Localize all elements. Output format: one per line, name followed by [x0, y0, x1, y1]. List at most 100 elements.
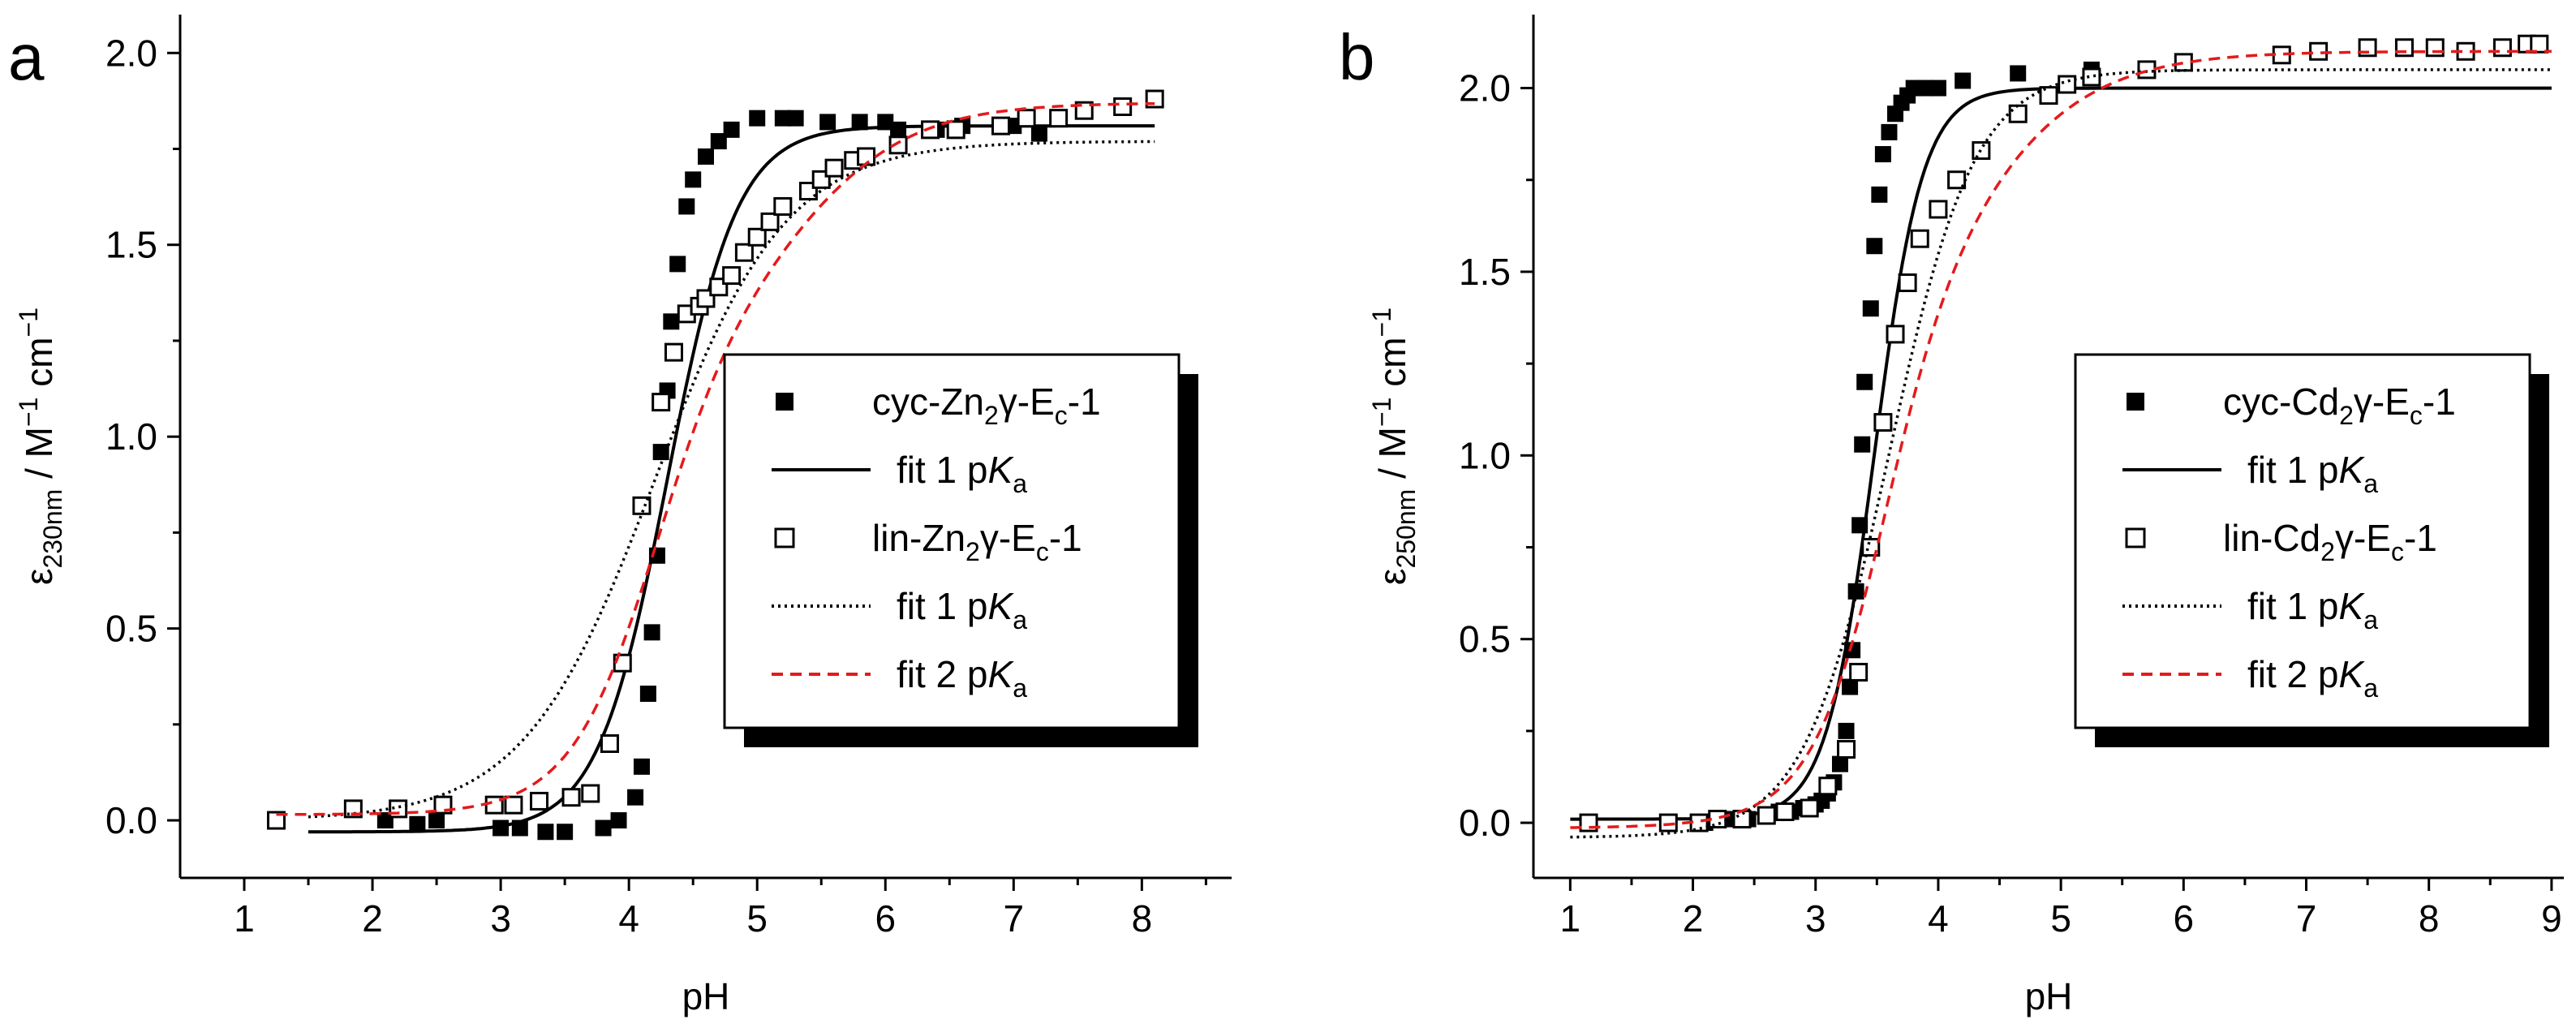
legend-text: -1	[2404, 517, 2437, 559]
data-point-open	[1818, 776, 1838, 796]
legend-subscript: a	[1013, 673, 1027, 703]
legend-italic: K	[988, 449, 1015, 491]
data-point-filled	[710, 133, 727, 150]
legend-text: γ-E	[999, 381, 1055, 423]
data-point-filled	[663, 313, 680, 330]
data-point-filled	[409, 815, 426, 832]
legend-marker	[776, 393, 793, 411]
legend-text: fit 1 p	[2247, 585, 2339, 627]
data-point-open	[747, 227, 767, 247]
data-point-filled	[1856, 373, 1873, 390]
legend-subscript: 2	[2320, 537, 2335, 566]
legend-text: -1	[1049, 517, 1082, 559]
data-point-open	[2137, 60, 2157, 80]
legend-label: fit 1 pKa	[2247, 449, 2378, 498]
legend-box	[723, 353, 1180, 729]
x-tick-label: 5	[2050, 897, 2071, 940]
data-point-open	[2082, 67, 2101, 87]
data-point-filled	[1917, 80, 1934, 97]
y-label-superscript: −1	[1367, 398, 1396, 427]
data-point-filled	[1874, 146, 1891, 163]
data-point-open	[1849, 662, 1869, 682]
legend-label: fit 1 pKa	[897, 449, 1027, 498]
data-point-filled	[749, 110, 766, 127]
x-tick-label: 2	[362, 897, 383, 940]
y-tick-label: 0.0	[1459, 802, 1511, 844]
y-tick-label: 1.5	[1459, 251, 1511, 293]
data-point-open	[267, 811, 286, 830]
y-label-superscript: −1	[14, 308, 43, 337]
legend-italic: K	[2339, 585, 2366, 627]
legend-text: fit 2 p	[2247, 653, 2339, 695]
x-tick-label: 9	[2541, 897, 2562, 940]
data-point-open	[2008, 104, 2028, 123]
data-point-open	[734, 243, 754, 262]
legend-marker	[2125, 527, 2146, 548]
y-tick-label: 1.0	[105, 415, 157, 458]
legend-label: lin-Zn2γ-Ec-1	[872, 517, 1082, 566]
y-tick-label: 0.5	[1459, 618, 1511, 660]
data-point-open	[561, 788, 581, 807]
fit-line-dotted	[307, 140, 1155, 819]
data-point-open	[1757, 806, 1776, 825]
legend-label: fit 1 pKa	[897, 585, 1027, 634]
x-tick-label: 6	[2174, 897, 2195, 940]
data-point-filled	[774, 110, 791, 127]
legend-text: fit 1 p	[897, 449, 988, 491]
legend-italic: K	[2339, 653, 2366, 695]
data-point-open	[1898, 273, 1917, 293]
y-tick-label: 1.0	[1459, 434, 1511, 476]
data-point-open	[652, 393, 671, 412]
data-point-open	[2530, 34, 2549, 54]
fit-line-dashed	[1570, 49, 2552, 829]
data-point-open	[1873, 413, 1893, 432]
x-tick-label: 7	[1004, 897, 1025, 940]
legend-label: cyc-Zn2γ-Ec-1	[872, 381, 1101, 430]
data-point-filled	[1881, 123, 1898, 140]
data-point-filled	[1030, 125, 1047, 142]
data-point-filled	[595, 819, 612, 837]
y-tick-label: 0.0	[105, 799, 157, 841]
data-point-filled	[1831, 755, 1848, 772]
legend-label: cyc-Cd2γ-Ec-1	[2223, 381, 2456, 430]
panel-letter: b	[1339, 21, 1375, 93]
legend-label: fit 1 pKa	[2247, 585, 2378, 634]
data-point-filled	[1929, 80, 1946, 97]
data-point-open	[2394, 38, 2414, 58]
data-point-open	[888, 135, 908, 155]
data-point-filled	[678, 198, 695, 215]
x-tick-label: 8	[1132, 897, 1153, 940]
legend-text: γ-E	[2354, 381, 2410, 423]
y-tick-label: 0.5	[105, 608, 157, 650]
y-label-superscript: −1	[14, 398, 43, 427]
legend-text: fit 1 p	[897, 585, 988, 627]
legend-text: fit 1 p	[2247, 449, 2339, 491]
y-tick-label: 1.5	[105, 224, 157, 266]
x-tick-label: 4	[1928, 897, 1949, 940]
x-tick-label: 1	[1560, 897, 1581, 940]
data-point-filled	[633, 758, 650, 775]
data-point-filled	[639, 686, 656, 703]
legend-subscript: 2	[2339, 401, 2354, 430]
legend-subscript: 2	[984, 401, 999, 430]
x-tick-label: 4	[618, 897, 639, 940]
data-point-open	[2058, 75, 2077, 94]
legend-subscript: a	[2363, 469, 2378, 498]
y-label-unit: cm	[18, 337, 60, 397]
data-point-open	[1017, 109, 1036, 128]
data-point-filled	[1905, 80, 1922, 97]
data-point-open	[1800, 798, 1819, 818]
data-point-filled	[428, 812, 445, 829]
y-label-symbol: ε	[1371, 569, 1413, 586]
legend-italic: K	[2339, 449, 2366, 491]
x-tick-label: 2	[1683, 897, 1704, 940]
data-point-filled	[557, 824, 574, 841]
y-axis-label: ε250nm / M−1 cm−1	[1367, 308, 1421, 585]
data-point-open	[2492, 38, 2512, 58]
legend-text: cyc-Cd	[2223, 381, 2339, 423]
y-label-unit: / M	[18, 427, 60, 489]
data-point-open	[1910, 229, 1929, 248]
legend-subscript: a	[2363, 605, 2378, 634]
